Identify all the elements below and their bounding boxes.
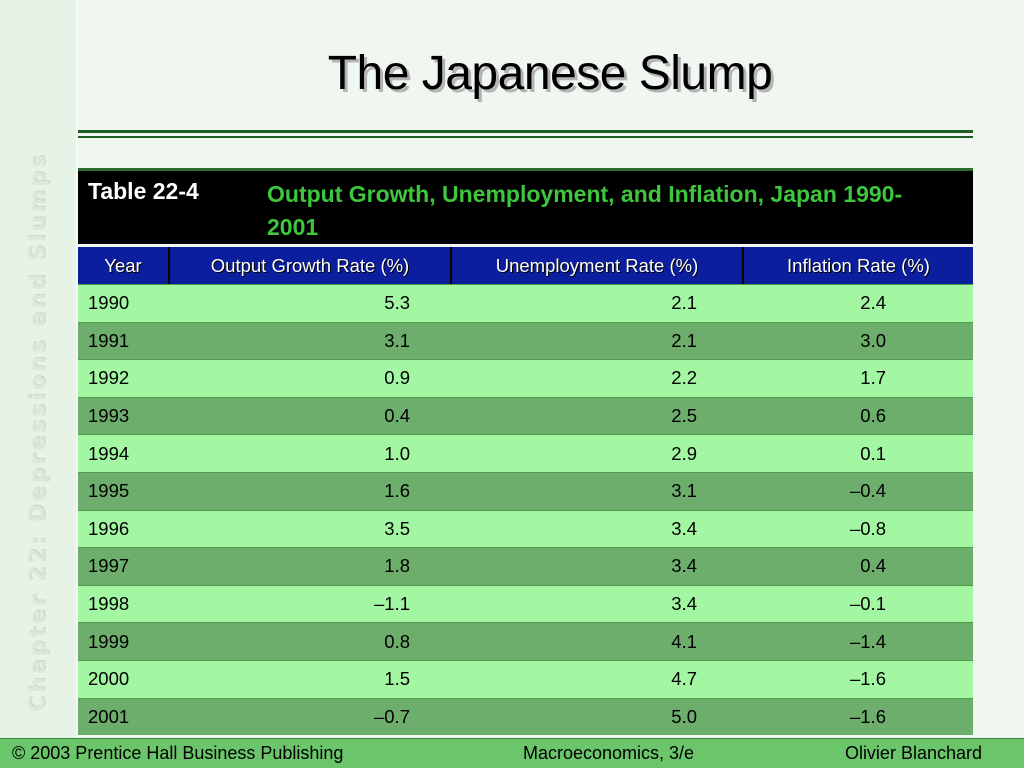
- cell-inflation: –0.1: [849, 593, 886, 615]
- cell-output-growth: 3.5: [384, 517, 410, 539]
- table-caption: Table 22-4 Output Growth, Unemployment, …: [78, 168, 973, 244]
- cell-year: 2001: [88, 705, 130, 727]
- cell-inflation: –0.4: [849, 480, 886, 502]
- table-row: 2000 1.5 4.7 –1.6: [78, 659, 973, 698]
- cell-year: 1997: [88, 555, 130, 577]
- cell-unemployment: 3.4: [671, 593, 697, 615]
- cell-inflation: 0.1: [860, 442, 886, 464]
- title-divider: [78, 130, 973, 133]
- column-header-inflation: Inflation Rate (%): [744, 247, 973, 284]
- table-row: 1998 –1.1 3.4 –0.1: [78, 584, 973, 623]
- table-number: Table 22-4: [88, 178, 199, 204]
- footer-copyright: © 2003 Prentice Hall Business Publishing: [12, 743, 344, 763]
- cell-unemployment: 3.1: [671, 480, 697, 502]
- cell-inflation: 2.4: [860, 292, 886, 314]
- table-row: 1993 0.4 2.5 0.6: [78, 396, 973, 435]
- cell-output-growth: 1.5: [384, 668, 410, 690]
- table-row: 1997 1.8 3.4 0.4: [78, 547, 973, 585]
- cell-inflation: –1.4: [849, 630, 886, 652]
- table-row: 1991 3.1 2.1 3.0: [78, 321, 973, 360]
- cell-year: 1992: [88, 367, 130, 389]
- cell-output-growth: 1.0: [384, 442, 410, 464]
- table-row: 1994 1.0 2.9 0.1: [78, 434, 973, 472]
- cell-output-growth: 5.3: [384, 292, 410, 314]
- table-header-row: Year Output Growth Rate (%) Unemployment…: [78, 247, 973, 284]
- slide-footer: © 2003 Prentice Hall Business Publishing…: [0, 738, 1024, 768]
- cell-inflation: 0.4: [860, 555, 886, 577]
- title-divider-secondary: [78, 136, 973, 138]
- table-title: Output Growth, Unemployment, and Inflati…: [267, 181, 903, 240]
- cell-unemployment: 2.1: [671, 329, 697, 351]
- cell-year: 1994: [88, 442, 130, 464]
- cell-unemployment: 2.2: [671, 367, 697, 389]
- cell-year: 2000: [88, 668, 130, 690]
- cell-year: 1991: [88, 329, 130, 351]
- footer-author: Olivier Blanchard: [844, 743, 982, 763]
- cell-output-growth: 1.8: [384, 555, 410, 577]
- cell-output-growth: 3.1: [384, 329, 410, 351]
- chapter-side-label: Chapter 22: Depressions and Slumps: [25, 151, 51, 713]
- cell-output-growth: –1.1: [373, 593, 410, 615]
- cell-inflation: –1.6: [849, 668, 886, 690]
- cell-year: 1999: [88, 630, 130, 652]
- cell-inflation: –0.8: [849, 517, 886, 539]
- table-row: 1990 5.3 2.1 2.4: [78, 284, 973, 322]
- cell-unemployment: 5.0: [671, 705, 697, 727]
- table-body: 1990 5.3 2.1 2.4 1991 3.1 2.1 3.0 1992 0…: [78, 284, 973, 736]
- cell-year: 1993: [88, 405, 130, 427]
- cell-year: 1990: [88, 292, 130, 314]
- cell-year: 1995: [88, 480, 130, 502]
- cell-inflation: –1.6: [849, 705, 886, 727]
- cell-inflation: 1.7: [860, 367, 886, 389]
- cell-output-growth: –0.7: [373, 705, 410, 727]
- cell-output-growth: 0.9: [384, 367, 410, 389]
- column-header-output-growth: Output Growth Rate (%): [170, 247, 452, 284]
- cell-unemployment: 2.5: [671, 405, 697, 427]
- cell-output-growth: 0.8: [384, 630, 410, 652]
- footer-book-title: Macroeconomics, 3/e: [523, 743, 695, 763]
- cell-unemployment: 3.4: [671, 555, 697, 577]
- cell-inflation: 0.6: [860, 405, 886, 427]
- cell-output-growth: 1.6: [384, 480, 410, 502]
- cell-year: 1998: [88, 593, 130, 615]
- side-panel: Chapter 22: Depressions and Slumps: [0, 0, 77, 738]
- cell-inflation: 3.0: [860, 329, 886, 351]
- table-row: 1999 0.8 4.1 –1.4: [78, 622, 973, 660]
- cell-year: 1996: [88, 517, 130, 539]
- cell-unemployment: 4.7: [671, 668, 697, 690]
- table-row: 2001 –0.7 5.0 –1.6: [78, 697, 973, 736]
- cell-output-growth: 0.4: [384, 405, 410, 427]
- cell-unemployment: 3.4: [671, 517, 697, 539]
- column-header-year: Year: [78, 247, 170, 284]
- table-row: 1995 1.6 3.1 –0.4: [78, 471, 973, 510]
- cell-unemployment: 2.9: [671, 442, 697, 464]
- column-header-unemployment: Unemployment Rate (%): [452, 247, 744, 284]
- table-row: 1992 0.9 2.2 1.7: [78, 359, 973, 397]
- cell-unemployment: 2.1: [671, 292, 697, 314]
- table-row: 1996 3.5 3.4 –0.8: [78, 509, 973, 548]
- cell-unemployment: 4.1: [671, 630, 697, 652]
- slide-title: The Japanese Slump: [327, 47, 773, 100]
